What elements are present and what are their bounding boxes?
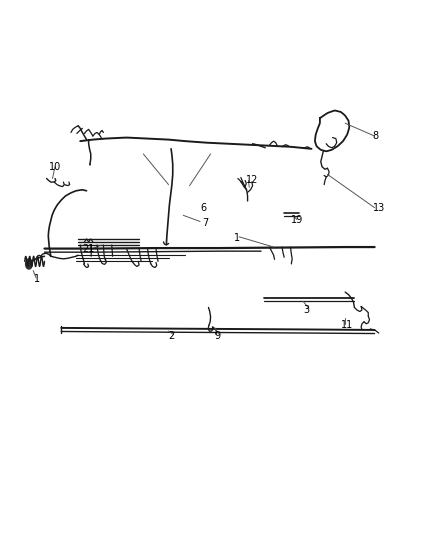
Text: 7: 7 bbox=[202, 218, 208, 228]
Text: 21: 21 bbox=[82, 244, 95, 254]
Text: 12: 12 bbox=[246, 174, 259, 184]
Text: 13: 13 bbox=[372, 203, 385, 213]
Text: 11: 11 bbox=[341, 320, 353, 330]
Text: 19: 19 bbox=[290, 215, 303, 225]
Text: 1: 1 bbox=[34, 274, 40, 284]
Text: 10: 10 bbox=[49, 161, 61, 172]
Polygon shape bbox=[25, 259, 32, 269]
Text: 6: 6 bbox=[200, 203, 206, 213]
Text: 9: 9 bbox=[215, 330, 221, 341]
Text: 2: 2 bbox=[169, 330, 175, 341]
Text: 3: 3 bbox=[303, 305, 309, 315]
Text: 1: 1 bbox=[234, 233, 240, 244]
Text: 8: 8 bbox=[372, 131, 378, 141]
